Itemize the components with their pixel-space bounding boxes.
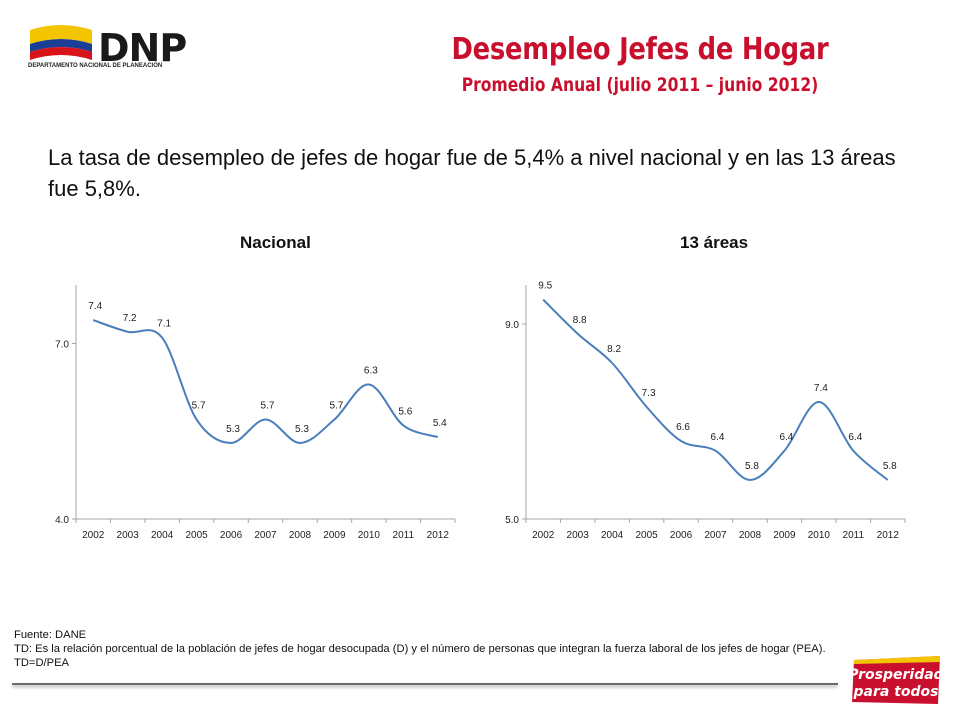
page-subtitle: Promedio Anual (julio 2011 – junio 2012) <box>461 74 819 96</box>
series-line <box>92 319 439 444</box>
data-label: 7.4 <box>814 383 828 394</box>
x-tick-label: 2003 <box>567 530 590 541</box>
badge-line2: para todos <box>853 684 939 700</box>
data-label: 6.4 <box>711 432 725 443</box>
x-tick-label: 2009 <box>773 530 796 541</box>
chart-title-nacional: Nacional <box>240 233 311 252</box>
x-tick-label: 2008 <box>739 530 762 541</box>
data-label: 5.7 <box>192 401 206 412</box>
data-label: 6.4 <box>779 432 793 443</box>
footnote: Fuente: DANE TD: Es la relación porcentu… <box>14 628 854 670</box>
series-line <box>542 298 889 482</box>
data-label: 5.8 <box>883 461 897 472</box>
x-tick-label: 2007 <box>254 530 277 541</box>
prosperidad-badge: Prosperidad para todos <box>850 656 942 704</box>
x-tick-label: 2005 <box>185 530 208 541</box>
x-tick-label: 2002 <box>532 530 555 541</box>
x-tick-label: 2006 <box>670 530 693 541</box>
data-label: 7.3 <box>642 388 656 399</box>
x-tick-label: 2009 <box>323 530 346 541</box>
x-tick-label: 2010 <box>358 530 381 541</box>
data-label: 6.4 <box>848 432 862 443</box>
page-title: Desempleo Jefes de Hogar <box>451 32 829 67</box>
data-label: 8.8 <box>573 315 587 326</box>
y-tick-label: 4.0 <box>55 515 69 526</box>
x-tick-label: 2011 <box>843 530 865 541</box>
data-label: 8.2 <box>607 344 621 355</box>
x-tick-label: 2008 <box>289 530 312 541</box>
logo-wordmark: DNP <box>98 26 187 70</box>
line-chart-13-areas: 9.0 5.0 2002 2003 2004 2005 2006 2007 2008 2009 20… <box>505 281 906 541</box>
data-label: 7.4 <box>88 301 102 312</box>
chart-title-13-areas: 13 áreas <box>680 233 749 252</box>
y-tick-label: 5.0 <box>505 515 519 526</box>
data-label: 5.8 <box>745 461 759 472</box>
data-label: 9.5 <box>538 281 552 292</box>
y-tick-label: 7.0 <box>55 340 69 351</box>
x-tick-label: 2011 <box>393 530 415 541</box>
x-tick-label: 2006 <box>220 530 243 541</box>
x-tick-label: 2004 <box>151 530 174 541</box>
data-label: 5.3 <box>226 424 240 435</box>
x-tick-label: 2002 <box>82 530 105 541</box>
y-tick-label: 9.0 <box>505 320 519 331</box>
line-chart-nacional: 7.0 4.0 2002 2003 2004 2005 2006 2007 2008 2009 20… <box>55 285 456 541</box>
source-text: Fuente: DANE <box>14 629 87 641</box>
data-label: 5.7 <box>261 401 275 412</box>
x-tick-label: 2010 <box>808 530 831 541</box>
x-tick-label: 2003 <box>117 530 140 541</box>
x-tick-label: 2007 <box>704 530 727 541</box>
footer-divider <box>12 683 838 685</box>
data-label: 5.7 <box>329 401 343 412</box>
data-label: 5.4 <box>433 418 447 429</box>
x-tick-label: 2005 <box>635 530 658 541</box>
data-label: 6.6 <box>676 422 690 433</box>
lead-text: La tasa de desempleo de jefes de hogar f… <box>48 145 896 201</box>
data-label: 7.1 <box>157 319 171 330</box>
data-label: 6.3 <box>364 365 378 376</box>
data-label: 5.3 <box>295 424 309 435</box>
x-tick-label: 2004 <box>601 530 624 541</box>
data-label: 7.2 <box>123 313 137 324</box>
dnp-logo: DNP DEPARTAMENTO NACIONAL DE PLANEACIÓN <box>28 20 188 70</box>
definition-text: TD: Es la relación porcentual de la pobl… <box>14 643 826 669</box>
data-label: 5.6 <box>398 406 412 417</box>
x-tick-label: 2012 <box>427 530 450 541</box>
logo-subtext: DEPARTAMENTO NACIONAL DE PLANEACIÓN <box>28 63 163 69</box>
colombia-flag-icon <box>30 25 92 60</box>
x-tick-label: 2012 <box>877 530 900 541</box>
badge-line1: Prosperidad <box>850 667 942 683</box>
